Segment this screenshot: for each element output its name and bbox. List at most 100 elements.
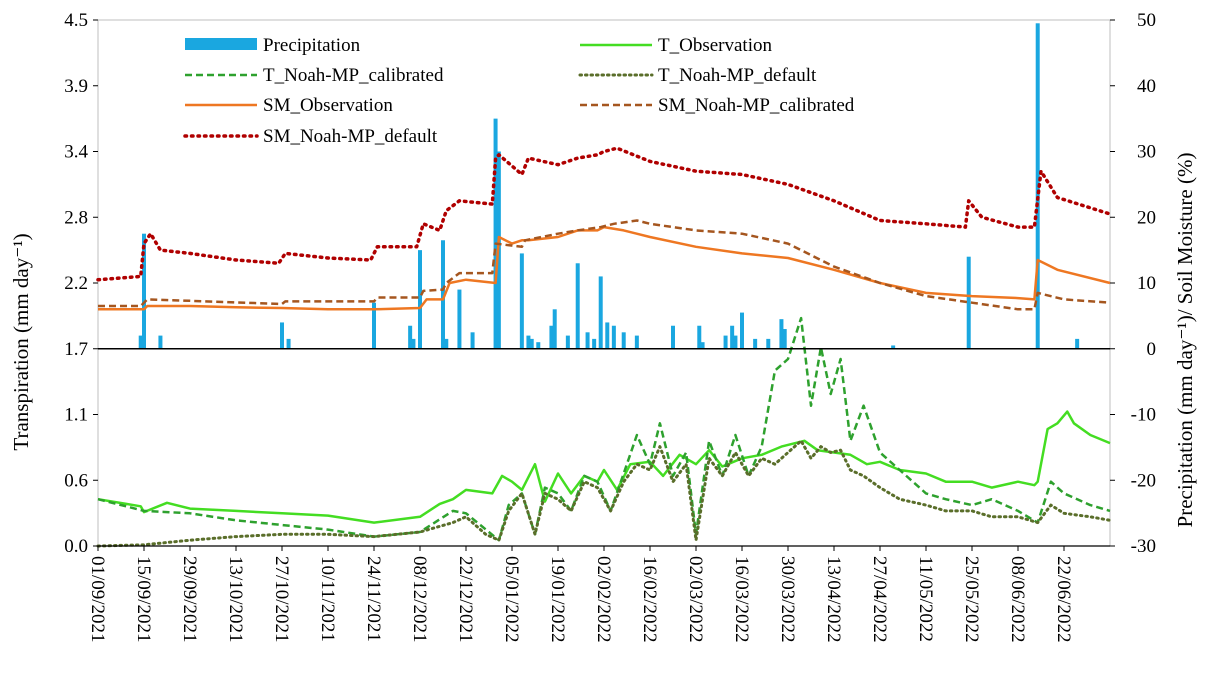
legend-label: SM_Noah-MP_calibrated: [658, 95, 855, 116]
y-left-tick-label: 3.9: [64, 76, 88, 97]
precipitation-bar: [418, 250, 422, 349]
series-line-sm_obs: [98, 225, 1111, 311]
precipitation-bar: [671, 325, 675, 349]
x-tick-label: 15/09/2021: [133, 556, 154, 643]
series-line-sm_cal: [98, 219, 1111, 311]
series-line-t_cal: [97, 316, 1111, 542]
precipitation-bar: [1075, 338, 1080, 349]
precipitation-bar: [441, 240, 445, 349]
y-left-tick-label: 2.2: [64, 273, 88, 294]
precipitation-bar: [158, 335, 163, 349]
precipitation-bar: [536, 342, 541, 349]
x-tick-label: 16/03/2022: [731, 556, 752, 643]
x-tick-label: 27/04/2022: [869, 556, 890, 643]
precipitation-bar: [457, 289, 462, 349]
precipitation-bar: [891, 345, 896, 349]
precipitation-bar: [592, 338, 597, 349]
precipitation-bar: [700, 342, 705, 349]
x-tick-label: 30/03/2022: [777, 556, 798, 643]
precipitation-bar: [575, 263, 580, 349]
precipitation-bar: [740, 312, 744, 349]
x-tick-label: 08/12/2021: [409, 556, 430, 643]
precipitation-bar: [565, 335, 570, 349]
legend-label: SM_Observation: [263, 95, 393, 116]
precipitation-bar: [634, 335, 639, 349]
precipitation-bar: [444, 338, 449, 349]
precipitation-bar: [753, 338, 758, 349]
y-left-tick-label: 1.7: [64, 339, 88, 360]
precipitation-bar: [733, 335, 738, 349]
precipitation-bar: [611, 325, 616, 349]
y-axis-left-title: Transpiration (mm day⁻¹): [9, 233, 33, 450]
x-tick-label: 02/02/2022: [593, 556, 614, 643]
precipitation-bar: [519, 253, 524, 349]
x-tick-label: 05/01/2022: [501, 556, 522, 643]
legend-swatch-precipitation: [185, 38, 257, 50]
precipitation-bar: [730, 325, 735, 349]
x-tick-label: 25/05/2022: [961, 556, 982, 643]
precipitation-bar: [598, 276, 603, 349]
y-right-tick-label: -10: [1131, 405, 1156, 426]
y-right-tick-label: 40: [1137, 76, 1156, 97]
series-line-t_def: [96, 439, 1112, 548]
precipitation-bar: [549, 325, 554, 349]
legend-label: Precipitation: [263, 35, 361, 56]
precipitation-bar: [605, 322, 610, 349]
x-tick-label: 29/09/2021: [179, 556, 200, 643]
precipitation-bar: [411, 338, 416, 349]
legend-label: T_Noah-MP_default: [658, 65, 817, 86]
x-tick-label: 24/11/2021: [363, 556, 384, 642]
precipitation-bar: [286, 338, 291, 349]
legend-label: T_Observation: [658, 35, 772, 56]
y-right-tick-label: 20: [1137, 207, 1156, 228]
x-tick-label: 10/11/2021: [317, 556, 338, 642]
legend-label: T_Noah-MP_calibrated: [263, 65, 444, 86]
y-left-tick-label: 2.8: [64, 207, 88, 228]
x-tick-label: 02/03/2022: [685, 556, 706, 643]
y-right-tick-label: 50: [1137, 10, 1156, 31]
precipitation-bar: [697, 325, 702, 349]
y-left-tick-label: 1.1: [64, 405, 88, 426]
series-line-t_obs: [97, 410, 1111, 524]
x-tick-label: 22/12/2021: [455, 556, 476, 643]
precipitation-bar: [408, 325, 413, 349]
series-line-sm_def: [96, 146, 1112, 282]
legend-label: SM_Noah-MP_default: [263, 126, 438, 147]
precipitation-bar: [552, 309, 557, 349]
y-right-tick-label: 30: [1137, 142, 1156, 163]
precipitation-bar: [782, 329, 787, 349]
precipitation-bar: [142, 233, 146, 349]
precipitation-bar: [585, 332, 590, 349]
x-tick-label: 11/05/2022: [915, 556, 936, 642]
precipitation-bar: [529, 338, 534, 349]
precipitation-bar: [966, 256, 971, 349]
x-tick-label: 16/02/2022: [639, 556, 660, 643]
x-tick-label: 08/06/2022: [1007, 556, 1028, 643]
precipitation-bar: [526, 335, 531, 349]
y-axis-right-title: Precipitation (mm day⁻¹)/ Soil Moisture …: [1173, 153, 1197, 528]
precipitation-bar: [138, 335, 143, 349]
y-right-tick-label: 10: [1137, 273, 1156, 294]
precipitation-bar: [621, 332, 626, 349]
precipitation-bar: [372, 302, 376, 349]
precipitation-bar: [779, 319, 784, 349]
y-left-tick-label: 4.5: [64, 10, 88, 31]
y-right-tick-label: -30: [1131, 536, 1156, 557]
x-tick-label: 01/09/2021: [87, 556, 108, 643]
y-right-tick-label: -20: [1131, 470, 1156, 491]
precipitation-bar: [280, 322, 284, 349]
x-tick-label: 19/01/2022: [547, 556, 568, 643]
y-right-tick-label: 0: [1147, 339, 1157, 360]
y-left-tick-label: 0.0: [64, 536, 88, 557]
y-left-tick-label: 3.4: [64, 142, 88, 163]
x-tick-label: 22/06/2022: [1053, 556, 1074, 643]
precipitation-bar: [493, 118, 498, 349]
y-left-tick-label: 0.6: [64, 470, 88, 491]
precipitation-bar: [766, 338, 771, 349]
plot-area: [97, 19, 1111, 547]
x-tick-label: 27/10/2021: [271, 556, 292, 643]
x-tick-label: 13/04/2022: [823, 556, 844, 643]
precipitation-bar: [723, 335, 728, 349]
